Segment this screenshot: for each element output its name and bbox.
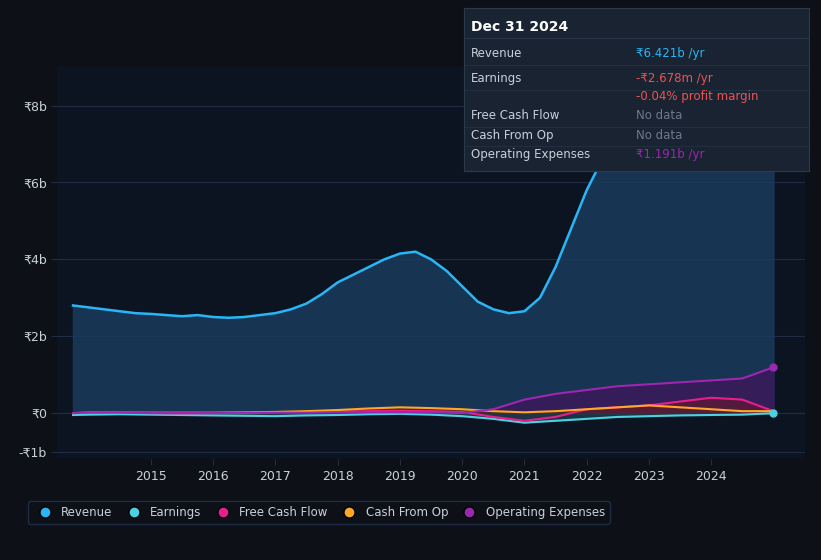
Text: Operating Expenses: Operating Expenses: [470, 148, 590, 161]
Text: Revenue: Revenue: [470, 48, 522, 60]
Text: Dec 31 2024: Dec 31 2024: [470, 20, 568, 34]
Text: Free Cash Flow: Free Cash Flow: [470, 109, 559, 122]
Legend: Revenue, Earnings, Free Cash Flow, Cash From Op, Operating Expenses: Revenue, Earnings, Free Cash Flow, Cash …: [28, 501, 610, 524]
Text: -0.04% profit margin: -0.04% profit margin: [636, 90, 759, 102]
Text: No data: No data: [636, 129, 682, 142]
Text: -₹2.678m /yr: -₹2.678m /yr: [636, 72, 713, 85]
Text: ₹1.191b /yr: ₹1.191b /yr: [636, 148, 704, 161]
Text: Earnings: Earnings: [470, 72, 522, 85]
Text: No data: No data: [636, 109, 682, 122]
Text: ₹6.421b /yr: ₹6.421b /yr: [636, 48, 704, 60]
Text: Cash From Op: Cash From Op: [470, 129, 553, 142]
